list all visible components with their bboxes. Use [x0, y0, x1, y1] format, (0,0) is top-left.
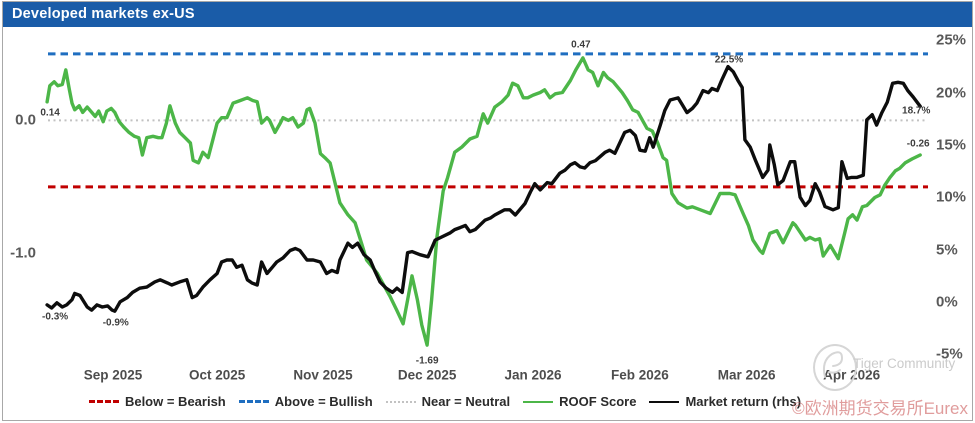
legend-marker-dashed [88, 400, 119, 403]
legend-item: ROOF Score [523, 394, 636, 409]
legend-item: Market return (rhs) [649, 394, 801, 409]
data-label: 22.5% [714, 54, 744, 66]
right-axis-tick: -5% [936, 345, 963, 363]
data-label: -0.3% [42, 311, 69, 323]
legend-marker-dotted [385, 400, 416, 403]
x-axis-tick: Nov 2025 [293, 367, 353, 383]
legend-marker-solid [523, 400, 554, 403]
legend-label: Market return (rhs) [685, 394, 802, 409]
legend-label: Near = Neutral [421, 394, 511, 409]
x-axis-tick: Oct 2025 [188, 367, 246, 383]
right-axis-tick: 5% [936, 241, 958, 258]
data-label: -0.26 [906, 138, 930, 150]
data-label: -0.9% [102, 317, 129, 329]
series-roof-score [45, 56, 922, 347]
legend-item: Above = Bullish [238, 394, 373, 409]
right-axis-tick: 15% [936, 136, 967, 154]
right-axis-tick: 0% [936, 293, 958, 311]
legend-label: ROOF Score [559, 394, 637, 409]
x-axis-tick: Mar 2026 [717, 367, 776, 383]
legend-label: Below = Bearish [124, 394, 226, 409]
x-axis-tick: Sep 2025 [83, 367, 143, 383]
series-market-return-rhs [45, 64, 922, 313]
x-axis-tick: Jan 2026 [504, 367, 562, 383]
header-bar: Developed markets ex-US [3, 2, 972, 27]
x-axis-tick: Feb 2026 [610, 367, 669, 383]
page-title: Developed markets ex-US [12, 6, 195, 22]
right-axis-tick: 20% [936, 84, 967, 102]
data-label: 0.14 [40, 107, 60, 119]
data-label: 0.47 [571, 39, 591, 51]
right-axis-tick: 10% [936, 188, 967, 206]
legend-item: Near = Neutral [385, 394, 511, 409]
legend-marker-dashed [238, 400, 269, 403]
data-label: 18.7% [902, 105, 931, 117]
legend-marker-solid [649, 400, 680, 403]
right-axis-tick: 25% [936, 31, 967, 49]
legend-item: Below = Bearish [88, 394, 226, 409]
data-label: -1.69 [415, 355, 439, 367]
left-axis-tick: 0.0 [15, 111, 36, 129]
tiger-circle-icon [813, 344, 857, 391]
left-axis-tick: -1.0 [10, 244, 36, 262]
watermark-exchange-label: ©欧洲期货交易所Eurex [792, 399, 968, 418]
legend: Below = Bearish Above = Bullish Near = Neu… [30, 394, 860, 409]
legend-label: Above = Bullish [274, 394, 373, 409]
watermark-community-label: Tiger Community [853, 356, 956, 371]
x-axis-tick: Dec 2025 [397, 367, 457, 383]
